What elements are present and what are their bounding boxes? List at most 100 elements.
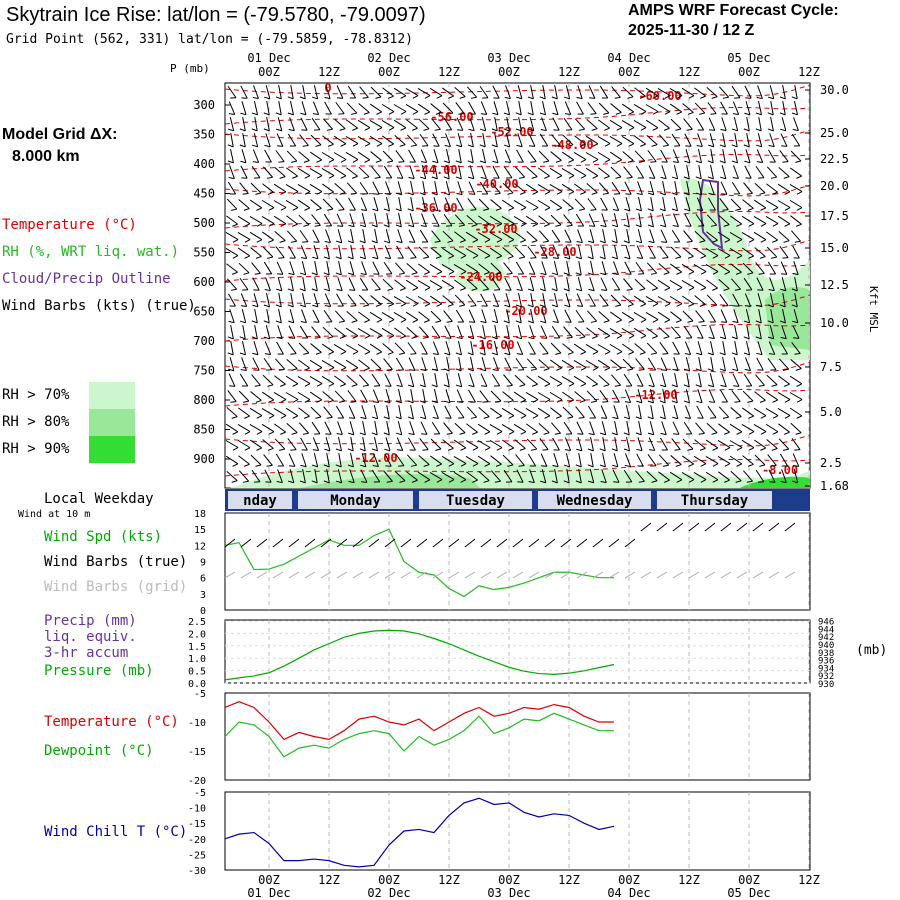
- wind-barb-staff: [693, 455, 707, 465]
- wind-barb-flag: [532, 431, 538, 435]
- wind-barb: [240, 357, 247, 372]
- wind-barb: [299, 325, 309, 339]
- wind-barb-staff: [335, 198, 345, 210]
- wind-barb-flag: [529, 273, 535, 275]
- wind-barb-staff: [645, 87, 659, 97]
- surface-wind-barb: [624, 538, 636, 548]
- wind-barb-staff: [611, 181, 621, 195]
- wind-barb: [789, 375, 803, 387]
- wind-barb-flag: [227, 144, 234, 148]
- surface-wind-barb-staff: [720, 522, 732, 532]
- wind-barb-staff: [741, 215, 755, 225]
- temp-panel-tick-label: -5: [194, 689, 206, 700]
- wind-barb-flag: [350, 401, 357, 403]
- wind-barb-staff: [338, 453, 342, 467]
- wind-barb: [418, 263, 430, 275]
- wind-barb-flag: [280, 223, 287, 227]
- wind-barb-staff: [503, 469, 513, 483]
- wind-barb: [528, 469, 535, 484]
- wind-barb-staff: [540, 453, 548, 467]
- pressure-tick-label: 944: [818, 625, 834, 635]
- wind-barb: [672, 405, 679, 420]
- wind-barb-staff: [672, 149, 680, 163]
- wind-barb-staff: [350, 453, 354, 467]
- wind-panel-tick-label: 6: [200, 574, 206, 585]
- wind-barb-flag: [747, 463, 754, 467]
- bottom-date-label: 04 Dec: [607, 886, 650, 900]
- wind-barb-staff: [685, 405, 691, 419]
- wind-barb-flag: [564, 449, 571, 451]
- wind-barb-flag: [784, 207, 791, 211]
- wind-barb-flag: [349, 97, 356, 99]
- wind-barb: [706, 86, 718, 99]
- grid-wind-barb-staff: [656, 571, 668, 579]
- wind-barb-flag: [436, 303, 442, 307]
- wind-barb: [672, 341, 680, 355]
- wind-barb-flag: [623, 416, 630, 420]
- wind-barb-flag: [264, 96, 270, 100]
- wind-barb-staff: [454, 294, 466, 306]
- wind-barb-staff: [274, 423, 286, 433]
- wind-barb-staff: [287, 438, 297, 450]
- wind-barb: [345, 344, 359, 355]
- wind-barb: [358, 359, 370, 371]
- wind-barb-staff: [492, 165, 500, 179]
- wind-barb: [599, 390, 609, 403]
- wind-barb-staff: [278, 85, 282, 99]
- wind-barb: [237, 439, 251, 451]
- wind-barb: [550, 214, 562, 227]
- wind-barb-staff: [600, 197, 608, 211]
- wind-barb-staff: [742, 262, 754, 274]
- wind-barb: [442, 230, 454, 243]
- height-tick-label: 5.0: [820, 405, 842, 419]
- wind-barb-flag: [760, 207, 767, 211]
- surface-wind-barb: [592, 538, 604, 548]
- wind-barb: [635, 358, 645, 371]
- wind-barb: [227, 390, 237, 403]
- wind-barb-flag: [323, 272, 330, 276]
- wind-barb: [647, 405, 654, 420]
- wind-barb-flag: [268, 431, 275, 435]
- wind-barb-staff: [262, 183, 274, 193]
- wind-barb-flag: [251, 112, 258, 116]
- wind-barb: [381, 295, 395, 307]
- wind-barb-staff: [526, 375, 538, 385]
- wind-barb-flag: [771, 384, 778, 387]
- wind-barb-flag: [495, 207, 502, 211]
- wind-barb: [250, 182, 262, 195]
- wind-barb-staff: [395, 357, 405, 371]
- wind-barb: [492, 357, 499, 372]
- wind-barb-staff: [528, 133, 536, 147]
- wind-barb-staff: [586, 327, 598, 337]
- wind-barb-staff: [792, 325, 800, 339]
- wind-barb-flag: [265, 481, 272, 483]
- wind-barb-flag: [292, 191, 299, 195]
- wind-barb: [720, 309, 728, 323]
- wind-barb: [599, 229, 606, 244]
- legend-dewpoint: Dewpoint (°C): [44, 743, 154, 759]
- wind-barb-staff: [685, 149, 691, 163]
- wind-barb-staff: [225, 440, 239, 448]
- pressure-tick-label: 500: [193, 216, 215, 230]
- wind-barb-flag: [719, 144, 726, 148]
- wind-barb-staff: [597, 151, 611, 161]
- wind-barb: [623, 421, 630, 436]
- wind-barb-staff: [297, 391, 311, 401]
- wind-barb-flag: [349, 289, 355, 291]
- wind-barb-flag: [263, 320, 270, 324]
- wind-barb: [527, 85, 534, 100]
- surface-wind-barb: [640, 522, 652, 532]
- wind-barb-flag: [556, 191, 563, 195]
- wind-barb-staff: [670, 246, 682, 258]
- rh90-swatch: [89, 436, 135, 463]
- wind-barb: [741, 424, 755, 435]
- grid-wind-barb: [352, 571, 364, 579]
- wind-barb: [777, 183, 791, 195]
- isotherm-line: [224, 294, 811, 307]
- wind-barb-staff: [746, 133, 750, 147]
- wind-barb-flag: [696, 209, 703, 211]
- wind-barb: [491, 182, 501, 195]
- wind-barb-flag: [375, 159, 382, 163]
- wind-panel-tick-label: 9: [200, 558, 206, 569]
- wind-barb-staff: [601, 421, 607, 435]
